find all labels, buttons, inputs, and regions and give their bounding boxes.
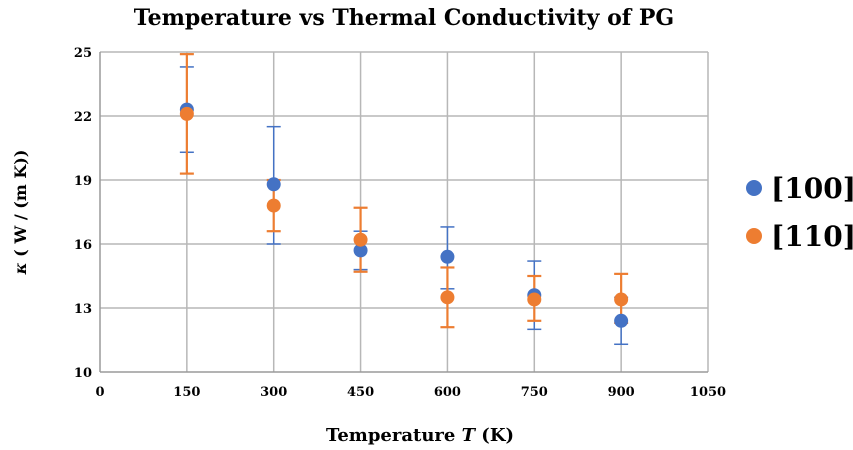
data-point (614, 292, 629, 307)
x-axis-label-var: T (462, 425, 477, 446)
y-axis-label-units: ( W / (m K)) (11, 150, 30, 263)
x-axis-label: Temperature T (K) (326, 425, 514, 446)
x-tick-label: 300 (260, 385, 287, 400)
data-point (353, 232, 368, 247)
x-tick-label: 600 (434, 385, 461, 400)
data-point (353, 243, 368, 258)
x-tick-label: 900 (608, 385, 635, 400)
axes: 10 13 16 19 22 25 0 150 300 450 600 750 900 1050 (74, 46, 726, 400)
data-point (440, 290, 455, 305)
x-axis-label-prefix: Temperature (326, 425, 462, 446)
data-point (179, 106, 194, 121)
x-tick-label: 450 (347, 385, 374, 400)
y-tick-label: 10 (74, 366, 92, 381)
x-tick-label: 750 (521, 385, 548, 400)
y-tick-label: 16 (74, 238, 92, 253)
x-tick-label: 0 (95, 385, 104, 400)
data-point (614, 313, 629, 328)
data-point (266, 198, 281, 213)
data-points (179, 102, 629, 328)
legend-label: [110] (771, 220, 853, 253)
data-point (527, 292, 542, 307)
y-tick-label: 19 (74, 174, 92, 189)
x-tick-label: 150 (173, 385, 200, 400)
data-point (266, 177, 281, 192)
data-point (440, 249, 455, 264)
y-axis-label-var: κ (11, 262, 30, 275)
x-axis-label-suffix: (K) (475, 425, 514, 446)
legend: [100] [110] (746, 172, 853, 253)
y-tick-label: 22 (74, 110, 92, 125)
error-bars (179, 53, 629, 346)
y-tick-label: 25 (74, 46, 92, 61)
x-tick-label: 1050 (690, 385, 726, 400)
y-tick-label: 13 (74, 302, 92, 317)
legend-marker (746, 180, 762, 196)
y-axis-label: κ ( W / (m K)) (11, 150, 30, 276)
chart-title: Temperature vs Thermal Conductivity of P… (134, 5, 674, 31)
legend-label: [100] (771, 172, 853, 205)
legend-marker (746, 228, 762, 244)
